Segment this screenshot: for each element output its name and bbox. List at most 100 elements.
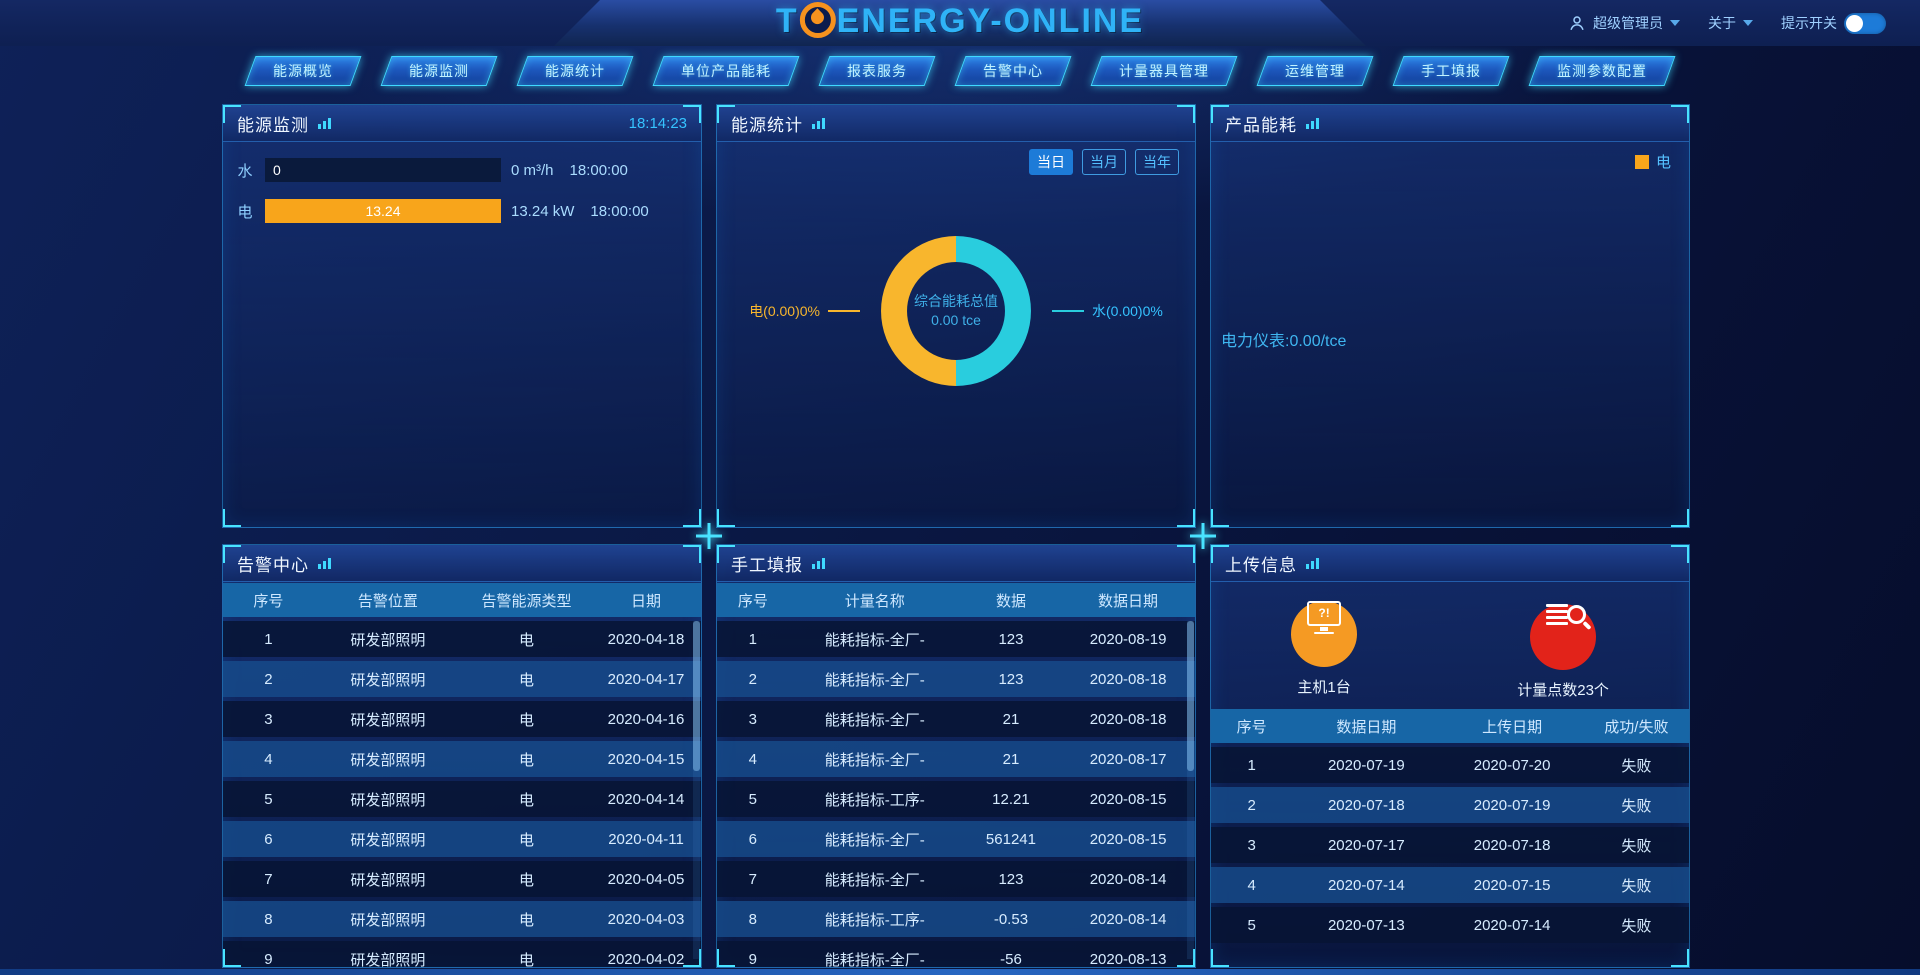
table-row[interactable]: 1 研发部照明 电 2020-04-18 bbox=[223, 621, 701, 657]
meter-count-stat: 计量点数23个 bbox=[1517, 587, 1609, 707]
table-row[interactable]: 6 能耗指标-全厂- 561241 2020-08-15 bbox=[717, 821, 1195, 857]
nav-item[interactable]: 能源概览 bbox=[244, 56, 362, 86]
panel-corner-accents bbox=[1211, 105, 1689, 527]
table-row[interactable]: 7 能耗指标-全厂- 123 2020-08-14 bbox=[717, 861, 1195, 897]
table-row[interactable]: 9 研发部照明 电 2020-04-02 bbox=[223, 941, 701, 967]
nav-item[interactable]: 能源监测 bbox=[380, 56, 498, 86]
magnifier-handle bbox=[1582, 620, 1592, 631]
table-cell: 12.21 bbox=[992, 790, 1030, 808]
table-cell: 电 bbox=[519, 671, 535, 689]
signal-icon bbox=[812, 117, 825, 129]
signal-icon bbox=[1306, 557, 1319, 569]
table-cell: 2020-04-16 bbox=[607, 710, 685, 728]
nav-item-label: 能源统计 bbox=[545, 63, 605, 79]
table-header-row: 序号 告警位置 告警能源类型 日期 bbox=[223, 583, 701, 617]
panel-title: 告警中心 bbox=[237, 555, 309, 575]
chart-legend[interactable]: 电 bbox=[1634, 151, 1671, 172]
bottom-strip bbox=[0, 969, 1920, 975]
table-cell: 3 bbox=[264, 710, 273, 728]
column-header: 序号 bbox=[1236, 718, 1267, 736]
table-row[interactable]: 3 2020-07-17 2020-07-18 失败 bbox=[1211, 827, 1689, 863]
table-cell: 2020-08-15 bbox=[1089, 790, 1167, 808]
table-cell: 3 bbox=[748, 710, 758, 728]
navbar: 能源概览 能源监测 能源统计 单位产品能耗 报表服务 告警中心 计量器具管理 运维管理 手工填报… bbox=[0, 50, 1920, 92]
panel-header: 上传信息 bbox=[1211, 545, 1689, 582]
stats-tab[interactable]: 当日 bbox=[1029, 149, 1073, 175]
stats-tab[interactable]: 当月 bbox=[1082, 149, 1126, 175]
column-header: 数据日期 bbox=[1336, 718, 1397, 736]
table-cell: 2020-04-14 bbox=[607, 790, 685, 808]
table-row[interactable]: 2 2020-07-18 2020-07-19 失败 bbox=[1211, 787, 1689, 823]
meter-row: 水 0 0 m³/h 18:00:00 bbox=[235, 158, 687, 182]
table-row[interactable]: 5 能耗指标-工序- 12.21 2020-08-15 bbox=[717, 781, 1195, 817]
donut-right-label: 水(0.00)0% bbox=[1092, 303, 1163, 319]
table-cell: 2020-07-15 bbox=[1473, 876, 1551, 894]
panel-header: 能源统计 bbox=[717, 105, 1195, 142]
meter-reading: 0 m³/h 18:00:00 bbox=[511, 161, 628, 179]
panel-header: 告警中心 bbox=[223, 545, 701, 582]
panel-title: 手工填报 bbox=[731, 555, 803, 575]
table-cell: 能耗指标-全厂- bbox=[824, 671, 925, 689]
column-header: 日期 bbox=[630, 592, 661, 610]
table-cell: 2020-04-17 bbox=[607, 670, 685, 688]
table-cell: 4 bbox=[748, 750, 758, 768]
table-row[interactable]: 5 2020-07-13 2020-07-14 失败 bbox=[1211, 907, 1689, 943]
table-row[interactable]: 8 能耗指标-工序- -0.53 2020-08-14 bbox=[717, 901, 1195, 937]
table-row[interactable]: 3 能耗指标-全厂- 21 2020-08-18 bbox=[717, 701, 1195, 737]
table-row[interactable]: 3 研发部照明 电 2020-04-16 bbox=[223, 701, 701, 737]
user-name: 超级管理员 bbox=[1593, 15, 1663, 31]
table-row[interactable]: 8 研发部照明 电 2020-04-03 bbox=[223, 901, 701, 937]
scrollbar[interactable] bbox=[1187, 621, 1194, 959]
meter-bar-value: 0 bbox=[273, 162, 281, 178]
tip-switch-group: 提示开关 bbox=[1781, 12, 1886, 34]
scrollbar[interactable] bbox=[693, 621, 700, 959]
table-row[interactable]: 1 2020-07-19 2020-07-20 失败 bbox=[1211, 747, 1689, 783]
table-row[interactable]: 4 研发部照明 电 2020-04-15 bbox=[223, 741, 701, 777]
table-cell: 失败 bbox=[1621, 837, 1652, 855]
tip-toggle[interactable] bbox=[1844, 12, 1886, 34]
table-cell: 1 bbox=[748, 630, 758, 648]
alarm-table: 序号 告警位置 告警能源类型 日期 1 研发部照明电 2020-04-18 2 研发部照明电 20… bbox=[223, 583, 701, 967]
table-row[interactable]: 6 研发部照明 电 2020-04-11 bbox=[223, 821, 701, 857]
signal-icon bbox=[318, 557, 331, 569]
table-cell: 2020-07-17 bbox=[1327, 836, 1405, 854]
table-cell: 电 bbox=[519, 951, 535, 968]
energy-donut-chart: 电(0.00)0% 综合能耗总值 0.00 tce 水(0.00)0% bbox=[717, 223, 1195, 399]
table-row[interactable]: 4 能耗指标-全厂- 21 2020-08-17 bbox=[717, 741, 1195, 777]
table-cell: 能耗指标-全厂- bbox=[824, 871, 925, 889]
user-menu[interactable]: 超级管理员 bbox=[1568, 13, 1680, 33]
column-header: 成功/失败 bbox=[1604, 718, 1669, 736]
nav-item[interactable]: 告警中心 bbox=[954, 56, 1072, 86]
table-cell: 2020-08-14 bbox=[1089, 870, 1167, 888]
panel-energy-monitor: 能源监测 18:14:23 水 0 0 m³/h 18:00:00 电 13.24 13.2… bbox=[222, 104, 702, 528]
nav-item[interactable]: 手工填报 bbox=[1392, 56, 1510, 86]
callout-line-left bbox=[828, 310, 860, 312]
nav-item[interactable]: 监测参数配置 bbox=[1528, 56, 1676, 86]
nav-item[interactable]: 运维管理 bbox=[1256, 56, 1374, 86]
table-row[interactable]: 1 能耗指标-全厂- 123 2020-08-19 bbox=[717, 621, 1195, 657]
clock-text: 18:14:23 bbox=[628, 114, 687, 132]
table-row[interactable]: 2 研发部照明 电 2020-04-17 bbox=[223, 661, 701, 697]
header-actions: 超级管理员 关于 提示开关 bbox=[1568, 0, 1886, 46]
stats-tab[interactable]: 当年 bbox=[1135, 149, 1179, 175]
table-row[interactable]: 4 2020-07-14 2020-07-15 失败 bbox=[1211, 867, 1689, 903]
table-cell: 电 bbox=[519, 751, 535, 769]
table-cell: 研发部照明 bbox=[350, 871, 426, 889]
meter-bar-fill bbox=[265, 199, 501, 223]
nav-item[interactable]: 报表服务 bbox=[818, 56, 936, 86]
table-row[interactable]: 9 能耗指标-全厂- -56 2020-08-13 bbox=[717, 941, 1195, 967]
table-cell: 123 bbox=[998, 870, 1024, 888]
meter-bar-track: 0 bbox=[265, 158, 501, 182]
upload-table: 序号 数据日期 上传日期 成功/失败 1 2020-07-19 2020-07-20 失败 2 2… bbox=[1211, 709, 1689, 943]
table-cell: 6 bbox=[264, 830, 273, 848]
table-cell: 4 bbox=[1247, 876, 1256, 894]
table-row[interactable]: 2 能耗指标-全厂- 123 2020-08-18 bbox=[717, 661, 1195, 697]
nav-item[interactable]: 计量器具管理 bbox=[1090, 56, 1238, 86]
caret-down-icon bbox=[1743, 20, 1753, 26]
table-cell: 1 bbox=[1247, 756, 1256, 774]
about-menu[interactable]: 关于 bbox=[1708, 13, 1753, 33]
table-row[interactable]: 5 研发部照明 电 2020-04-14 bbox=[223, 781, 701, 817]
nav-item[interactable]: 能源统计 bbox=[516, 56, 634, 86]
nav-item[interactable]: 单位产品能耗 bbox=[652, 56, 800, 86]
table-row[interactable]: 7 研发部照明 电 2020-04-05 bbox=[223, 861, 701, 897]
